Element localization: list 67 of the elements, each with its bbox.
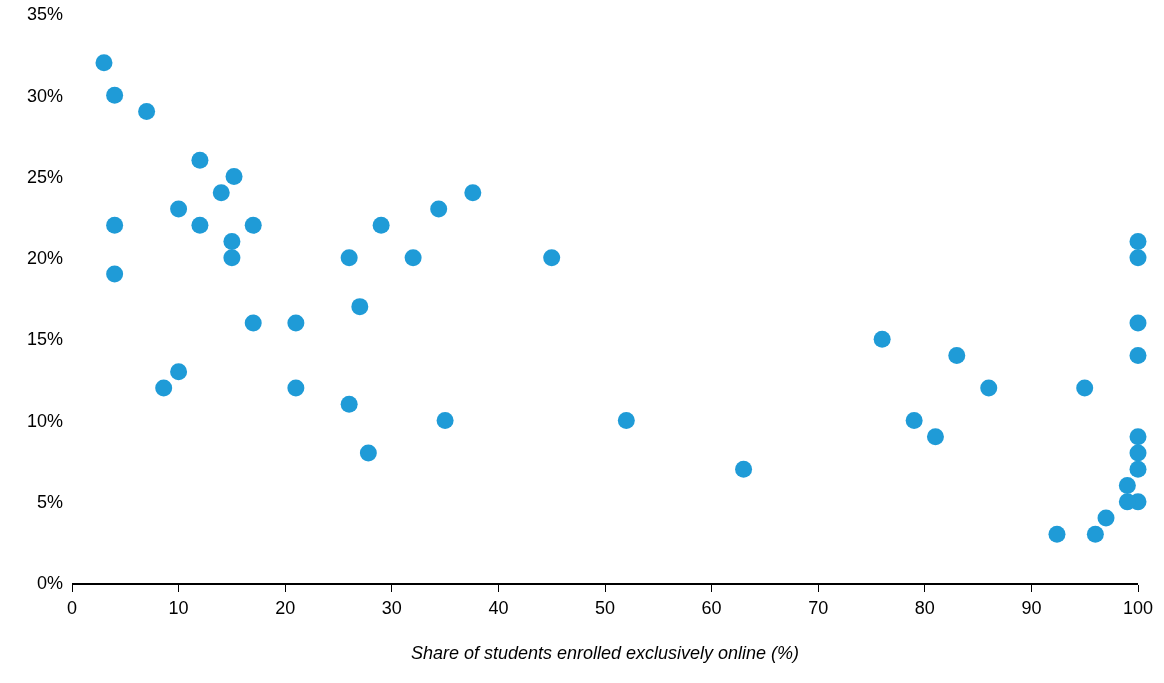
point bbox=[617, 411, 635, 429]
point bbox=[106, 265, 124, 283]
point bbox=[543, 249, 561, 267]
point bbox=[170, 200, 188, 218]
x-tick-label: 80 bbox=[914, 597, 935, 618]
x-tick-label: 50 bbox=[594, 597, 616, 618]
x-tick-label: 30 bbox=[381, 597, 402, 618]
point bbox=[1129, 460, 1147, 478]
point bbox=[191, 216, 209, 234]
point bbox=[1118, 476, 1136, 494]
point bbox=[926, 428, 944, 446]
point bbox=[138, 103, 156, 121]
x-tick-label: 100 bbox=[1122, 597, 1154, 618]
point bbox=[95, 54, 113, 72]
point bbox=[1048, 525, 1066, 543]
y-tick-label: 10% bbox=[26, 410, 63, 431]
point bbox=[170, 363, 188, 381]
point bbox=[1076, 379, 1094, 397]
point bbox=[735, 460, 753, 478]
x-tick-label: 90 bbox=[1021, 597, 1042, 618]
point bbox=[106, 86, 124, 104]
point bbox=[1097, 509, 1115, 527]
y-tick-label: 35% bbox=[26, 4, 63, 25]
x-tick-label: 20 bbox=[275, 597, 296, 618]
x-axis-title: Share of students enrolled exclusively online (%) bbox=[410, 643, 800, 664]
y-tick-label: 5% bbox=[36, 492, 63, 513]
point bbox=[372, 216, 390, 234]
point bbox=[223, 233, 241, 251]
point bbox=[244, 216, 262, 234]
x-tick-label: 60 bbox=[701, 597, 722, 618]
point bbox=[948, 346, 966, 364]
point bbox=[287, 314, 305, 332]
point bbox=[1129, 346, 1147, 364]
point bbox=[1129, 428, 1147, 446]
point bbox=[191, 151, 209, 169]
point bbox=[225, 168, 243, 186]
x-tick-label: 40 bbox=[488, 597, 509, 618]
point bbox=[1086, 525, 1104, 543]
y-tick-label: 30% bbox=[26, 85, 63, 106]
point bbox=[223, 249, 241, 267]
y-tick-label: 0% bbox=[36, 573, 63, 594]
point bbox=[212, 184, 230, 202]
point bbox=[244, 314, 262, 332]
y-tick-label: 15% bbox=[26, 329, 63, 350]
point bbox=[287, 379, 305, 397]
point bbox=[106, 216, 124, 234]
point bbox=[404, 249, 422, 267]
point bbox=[905, 411, 923, 429]
point bbox=[980, 379, 998, 397]
point bbox=[436, 411, 454, 429]
point bbox=[873, 330, 891, 348]
point bbox=[1129, 314, 1147, 332]
point bbox=[155, 379, 173, 397]
point bbox=[1129, 249, 1147, 267]
point bbox=[340, 249, 358, 267]
x-tick-label: 70 bbox=[808, 597, 829, 618]
y-tick-label: 25% bbox=[26, 166, 63, 187]
point bbox=[430, 200, 448, 218]
point bbox=[1129, 444, 1147, 462]
point bbox=[351, 298, 369, 316]
x-tick-label: 10 bbox=[168, 597, 189, 618]
y-tick-label: 20% bbox=[26, 248, 63, 269]
point bbox=[1129, 233, 1147, 251]
x-tick-label: 0 bbox=[66, 597, 78, 618]
point bbox=[359, 444, 377, 462]
point bbox=[464, 184, 482, 202]
point bbox=[340, 395, 358, 413]
